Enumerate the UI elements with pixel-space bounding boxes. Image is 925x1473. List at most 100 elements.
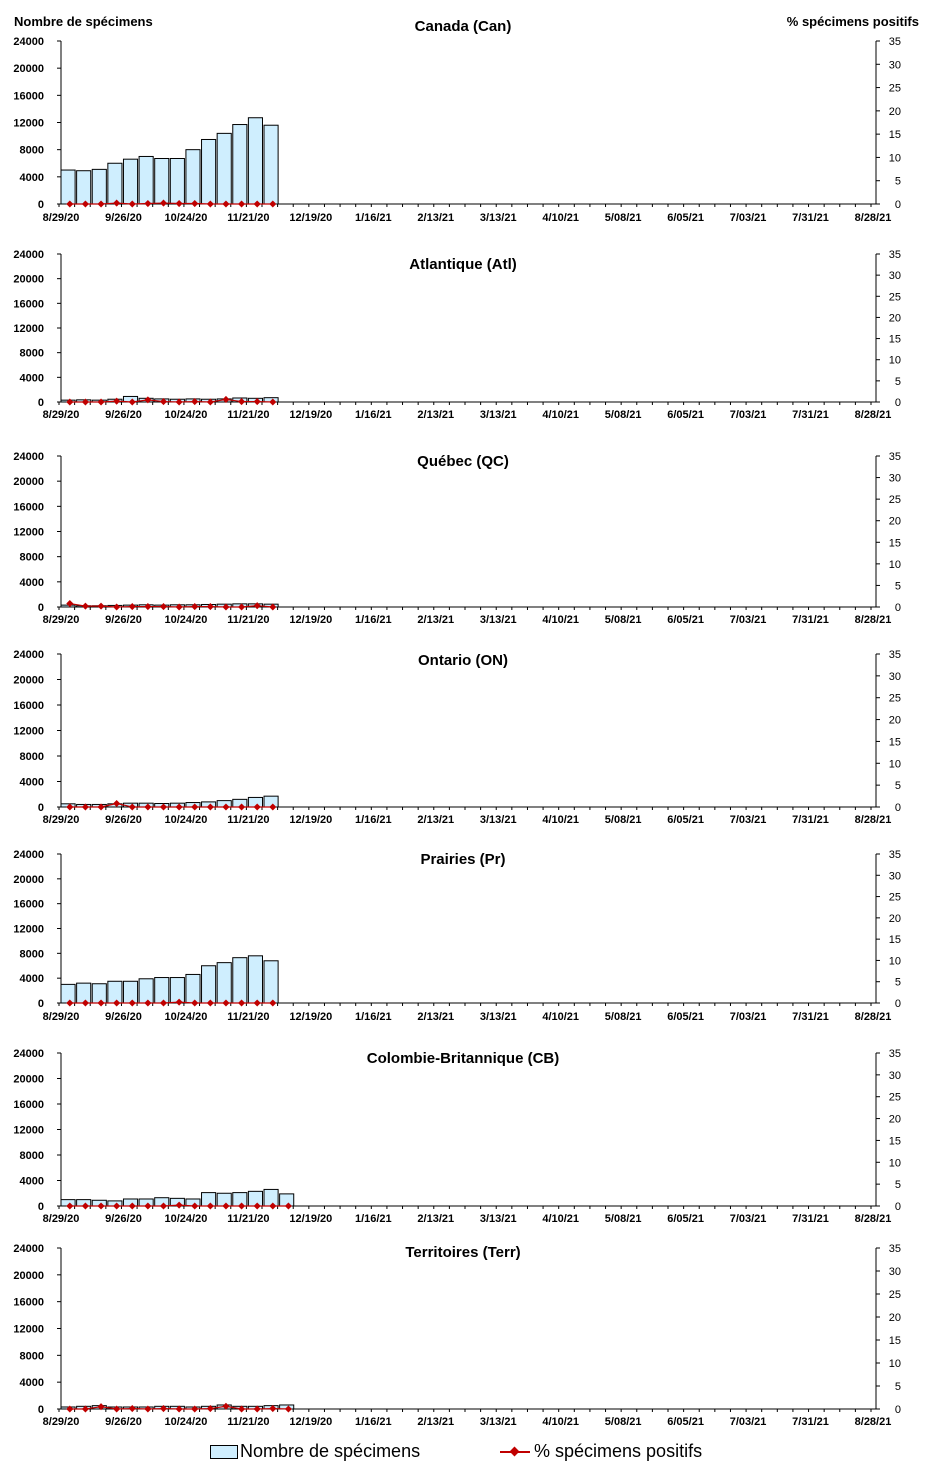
- pct-point: [269, 398, 277, 406]
- bar: [60, 169, 76, 205]
- pct-point: [191, 199, 199, 208]
- y-right-tick-label: 5: [895, 1179, 901, 1191]
- x-tick-label: 3/13/21: [480, 1011, 517, 1023]
- x-tick-label: 7/31/21: [792, 1416, 829, 1428]
- y-left-tick-label: 16000: [13, 899, 44, 911]
- pct-point: [206, 999, 214, 1007]
- x-tick-label: 2/13/21: [417, 614, 454, 626]
- y-left-tick-label: 0: [38, 602, 44, 614]
- bar: [154, 157, 170, 205]
- legend-bars-label: Nombre de spécimens: [240, 1441, 421, 1461]
- y-left-tick-label: 12000: [13, 118, 44, 130]
- pct-point: [97, 200, 105, 208]
- x-tick-label: 7/31/21: [792, 212, 829, 224]
- y-left-tick-label: 20000: [13, 476, 44, 488]
- pct-point: [97, 398, 105, 406]
- pct-point: [253, 200, 261, 208]
- legend-line-swatch: [500, 1446, 530, 1458]
- x-tick-label: 8/28/21: [855, 409, 892, 421]
- pct-point: [81, 999, 89, 1007]
- bar: [279, 1193, 295, 1207]
- pct-point: [253, 602, 261, 610]
- bar: [122, 158, 139, 205]
- x-tick-label: 5/08/21: [605, 1011, 642, 1023]
- pct-point: [253, 999, 261, 1007]
- y-left-tick-label: 16000: [13, 1297, 44, 1309]
- x-tick-label: 11/21/20: [227, 1213, 269, 1225]
- y-left-tick-label: 24000: [13, 1243, 44, 1255]
- x-tick-label: 5/08/21: [605, 614, 642, 626]
- pct-point: [159, 803, 168, 811]
- y-right-tick-label: 20: [889, 1114, 901, 1126]
- y-left-tick-label: 0: [38, 802, 44, 814]
- y-left-tick-label: 8000: [20, 751, 44, 763]
- x-tick-label: 7/31/21: [792, 1011, 829, 1023]
- x-tick-label: 1/16/21: [355, 1011, 392, 1023]
- legend-item-bars: Nombre de spécimens: [210, 1441, 420, 1462]
- pct-point: [238, 603, 246, 611]
- x-tick-label: 8/29/20: [43, 1416, 80, 1428]
- y-right-tick-label: 10: [889, 1157, 901, 1169]
- y-right-tick-label: 10: [889, 1358, 901, 1370]
- x-tick-label: 7/03/21: [730, 212, 767, 224]
- chart-title: Colombie-Britannique (CB): [367, 1050, 560, 1067]
- x-tick-label: 7/03/21: [730, 409, 767, 421]
- pct-point: [269, 999, 277, 1007]
- legend-line-label: % spécimens positifs: [534, 1441, 703, 1461]
- y-right-tick-label: 30: [889, 473, 901, 485]
- y-left-tick-label: 20000: [13, 675, 44, 687]
- pct-point: [66, 999, 74, 1007]
- x-tick-label: 7/31/21: [792, 1213, 829, 1225]
- x-tick-label: 4/10/21: [542, 814, 579, 826]
- y-right-tick-label: 10: [889, 152, 901, 164]
- y-right-tick-label: 15: [889, 537, 901, 549]
- y-right-tick-label: 35: [889, 249, 901, 261]
- y-right-tick-label: 30: [889, 870, 901, 882]
- pct-point: [206, 398, 214, 406]
- pct-point: [222, 603, 230, 611]
- bar: [107, 980, 123, 1004]
- y-right-tick-label: 15: [889, 334, 901, 346]
- y-left-tick-label: 12000: [13, 1125, 44, 1137]
- pct-point: [175, 398, 183, 406]
- y-right-tick-label: 5: [895, 780, 901, 792]
- x-tick-label: 9/26/20: [105, 212, 142, 224]
- bar: [232, 957, 248, 1004]
- pct-point: [222, 395, 230, 403]
- pct-point: [144, 603, 152, 611]
- y-right-tick-label: 20: [889, 516, 901, 528]
- y-right-tick-label: 0: [895, 802, 901, 814]
- y-right-tick-label: 15: [889, 934, 901, 946]
- x-tick-label: 10/24/20: [165, 1213, 208, 1225]
- x-tick-label: 12/19/20: [289, 1011, 332, 1023]
- x-tick-label: 2/13/21: [417, 1213, 454, 1225]
- x-tick-label: 9/26/20: [105, 1416, 142, 1428]
- bar: [76, 982, 92, 1004]
- x-tick-label: 9/26/20: [105, 1011, 142, 1023]
- y-left-tick-label: 0: [38, 998, 44, 1010]
- y-left-tick-label: 8000: [20, 948, 44, 960]
- bar: [263, 960, 279, 1004]
- y-left-tick-label: 0: [38, 397, 44, 409]
- pct-point: [128, 1405, 136, 1413]
- x-tick-label: 4/10/21: [542, 614, 579, 626]
- x-tick-label: 10/24/20: [165, 409, 208, 421]
- bar: [76, 170, 92, 205]
- x-tick-label: 2/13/21: [417, 1416, 454, 1428]
- y-right-tick-label: 20: [889, 1312, 901, 1324]
- bar: [185, 973, 201, 1004]
- x-tick-label: 10/24/20: [165, 212, 208, 224]
- x-tick-label: 7/31/21: [792, 814, 829, 826]
- x-tick-label: 12/19/20: [289, 409, 332, 421]
- y-left-tick-label: 12000: [13, 726, 44, 738]
- x-tick-label: 5/08/21: [605, 409, 642, 421]
- y-left-tick-label: 0: [38, 1201, 44, 1213]
- y-right-tick-label: 15: [889, 129, 901, 141]
- y-left-tick-label: 20000: [13, 63, 44, 75]
- x-tick-label: 1/16/21: [355, 1416, 392, 1428]
- bar: [60, 604, 76, 608]
- y-right-tick-label: 0: [895, 1404, 901, 1416]
- bar: [91, 168, 107, 205]
- y-left-tick-label: 4000: [20, 777, 44, 789]
- x-tick-label: 4/10/21: [542, 1213, 579, 1225]
